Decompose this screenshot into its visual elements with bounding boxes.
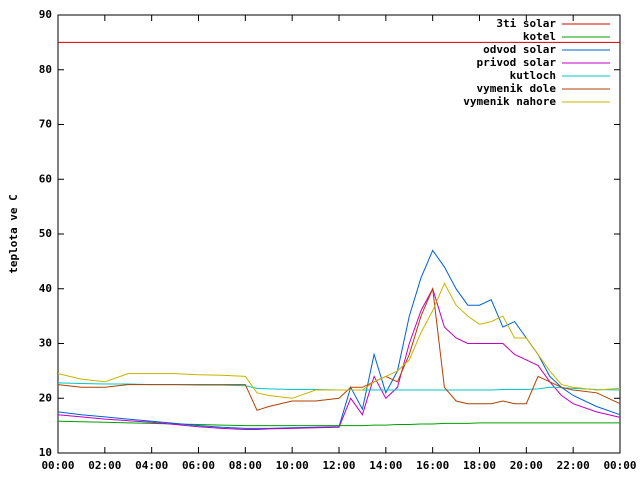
series-line — [57, 282, 621, 399]
x-tick-label: 18:00 — [463, 459, 496, 472]
y-tick-label: 60 — [39, 172, 52, 185]
x-tick-label: 16:00 — [416, 459, 449, 472]
series-line — [57, 382, 621, 391]
y-tick-label: 10 — [39, 446, 52, 459]
x-tick-label: 08:00 — [229, 459, 262, 472]
series-line — [57, 287, 621, 430]
y-tick-label: 20 — [39, 391, 52, 404]
x-tick-label: 10:00 — [276, 459, 309, 472]
legend-label: privod solar — [477, 56, 557, 69]
x-tick-label: 12:00 — [322, 459, 355, 472]
legend-label: vymenik dole — [477, 82, 557, 95]
x-tick-label: 20:00 — [510, 459, 543, 472]
legend-label: kutloch — [510, 69, 556, 82]
x-tick-label: 06:00 — [182, 459, 215, 472]
y-tick-label: 30 — [39, 337, 52, 350]
legend-label: 3ti solar — [496, 17, 556, 30]
x-tick-label: 00:00 — [603, 459, 636, 472]
y-tick-label: 90 — [39, 8, 52, 21]
y-tick-label: 50 — [39, 227, 52, 240]
series-line — [57, 420, 620, 427]
y-tick-label: 40 — [39, 282, 52, 295]
y-tick-label: 80 — [39, 63, 52, 76]
x-tick-label: 22:00 — [557, 459, 590, 472]
legend-label: vymenik nahore — [463, 95, 556, 108]
x-tick-label: 14:00 — [369, 459, 402, 472]
series-line — [57, 286, 621, 411]
x-tick-label: 04:00 — [135, 459, 168, 472]
x-tick-label: 02:00 — [88, 459, 121, 472]
legend-label: odvod solar — [483, 43, 556, 56]
x-tick-label: 00:00 — [41, 459, 74, 472]
legend-label: kotel — [523, 30, 556, 43]
y-tick-label: 70 — [39, 118, 52, 131]
y-axis-label: teplota ve C — [7, 194, 20, 273]
series-line — [57, 249, 621, 429]
